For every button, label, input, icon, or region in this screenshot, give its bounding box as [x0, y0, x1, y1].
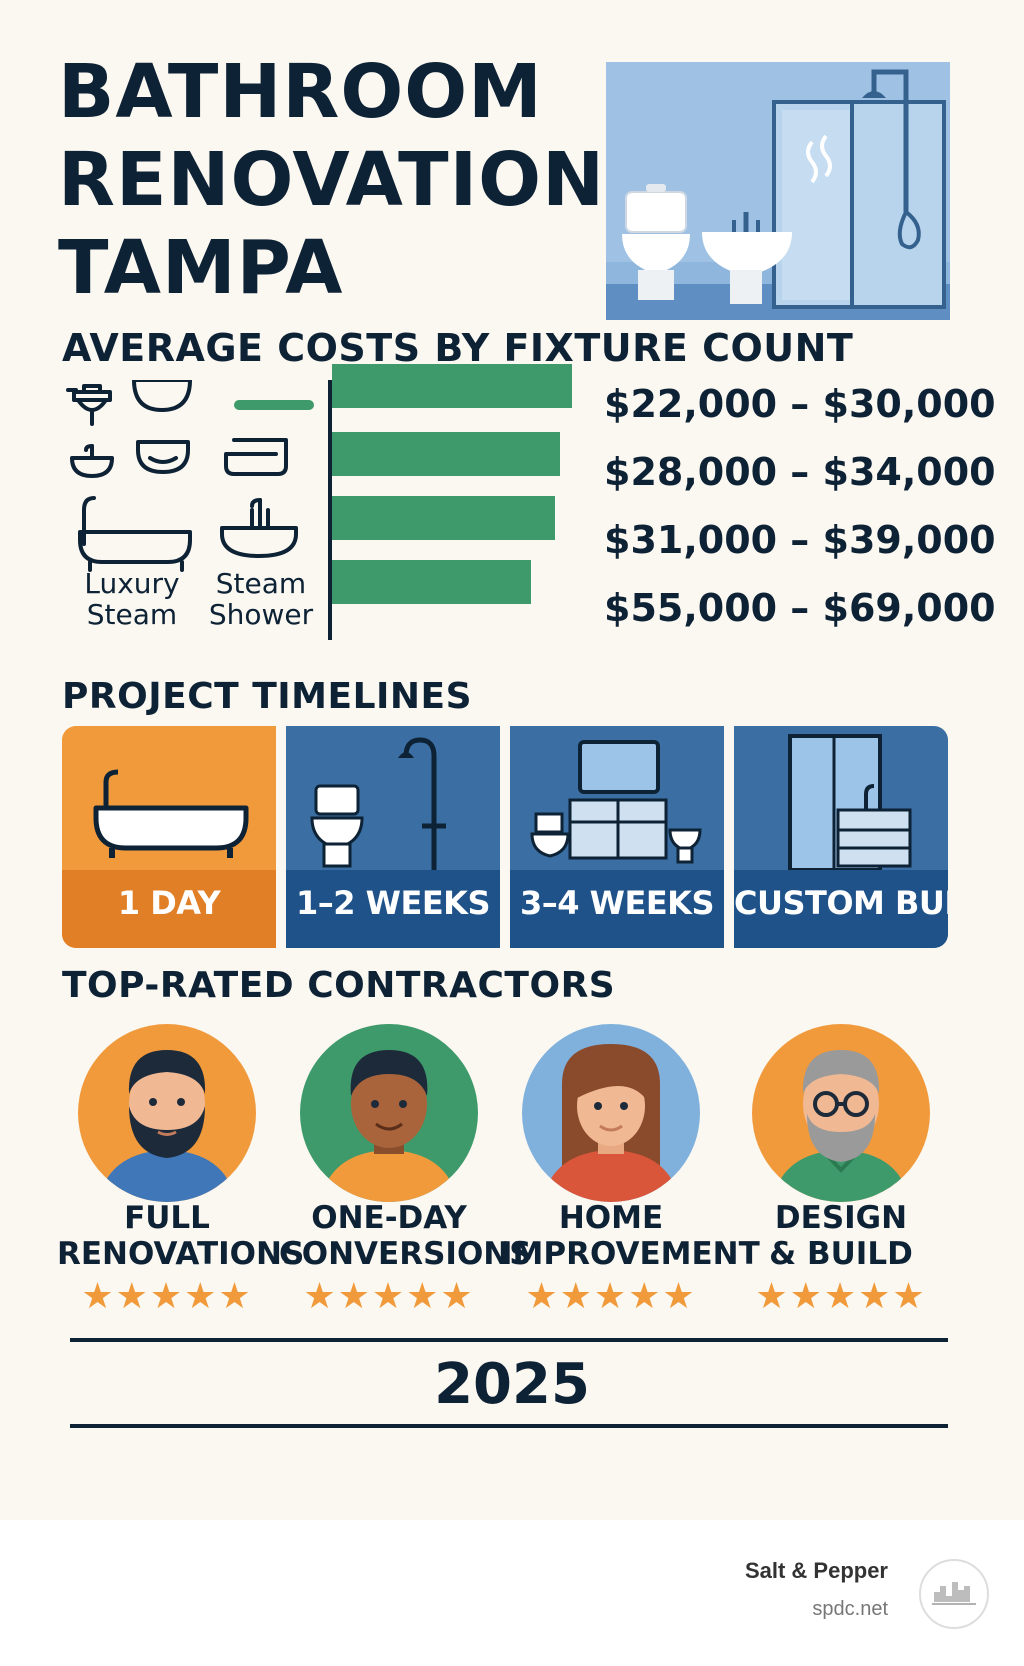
older-man-glasses-icon [772, 1050, 910, 1202]
contractor-label-text: FULL RENOVATIONS [57, 1200, 305, 1272]
bowl-icon [132, 380, 192, 412]
star-rating: ★★★★★ [303, 1276, 475, 1317]
bathtub-icon [78, 496, 192, 572]
woman-icon [542, 1044, 680, 1202]
costs-heading: AVERAGE COSTS BY FIXTURE COUNT [62, 326, 854, 370]
fixture-label-steam: Steam Shower [208, 567, 314, 631]
timeline-card-1-day: 1 DAY [62, 726, 276, 948]
divider-bottom [70, 1424, 948, 1428]
avatar [522, 1024, 700, 1202]
timeline-label: 3–4 WEEKS [519, 884, 715, 922]
basin-icon [136, 440, 190, 474]
title-line-2: RENOVATION [58, 137, 606, 223]
cost-range-label: $55,000 – $69,000 [604, 586, 996, 630]
sink-icon-2 [70, 444, 114, 478]
contractor-label-text: DESIGN & BUILD [769, 1200, 913, 1272]
cost-bar [332, 496, 555, 540]
vanity-icon [530, 740, 702, 864]
brand-name[interactable]: Salt & Pepper [744, 1558, 888, 1583]
avatar [300, 1024, 478, 1202]
contractor-label-text: ONE-DAY CONVERSIONS [279, 1200, 532, 1272]
star-rating: ★★★★★ [81, 1276, 253, 1317]
page-title: BATHROOM RENOVATION TAMPA [58, 48, 606, 312]
year-label: 2025 [434, 1352, 590, 1417]
contractor-label-text: HOME IMPROVEMENT [501, 1200, 760, 1272]
cost-range-label: $28,000 – $34,000 [604, 450, 996, 494]
star-rating: ★★★★★ [755, 1276, 927, 1317]
timeline-label: 1 DAY [117, 884, 221, 922]
contractor-label-design-build: DESIGN & BUILD [731, 1200, 951, 1272]
bar-axis [328, 380, 332, 640]
contractors-heading: TOP-RATED CONTRACTORS [62, 965, 616, 1006]
cost-bar [332, 560, 531, 604]
timelines-heading: PROJECT TIMELINES [62, 676, 473, 717]
avatar [78, 1024, 256, 1202]
tub-small-icon [224, 438, 288, 476]
cost-bar [332, 364, 572, 408]
cost-range-label: $31,000 – $39,000 [604, 518, 996, 562]
title-line-3: TAMPA [58, 225, 344, 311]
toilet-shower-icon [310, 737, 446, 870]
contractor-label-home-improvement: HOME IMPROVEMENT [501, 1200, 760, 1272]
contractor-label-one-day-conversions: ONE-DAY CONVERSIONS [279, 1200, 532, 1272]
timeline-card-1-2-weeks: 1–2 WEEKS [286, 726, 500, 948]
smiling-man-icon [320, 1050, 458, 1202]
site-link[interactable]: spdc.net [812, 1598, 888, 1620]
avatar [752, 1024, 930, 1202]
footer: Salt & Pepper spdc.net [0, 1520, 1024, 1666]
bathroom-illustration-icon [606, 62, 950, 320]
divider-top [70, 1338, 948, 1342]
fixture-label-luxury: Luxury Steam [84, 567, 180, 631]
star-rating: ★★★★★ [525, 1276, 697, 1317]
bathtub-icon [93, 769, 249, 858]
fixture-icons [66, 380, 298, 572]
cost-range-label: $22,000 – $30,000 [604, 382, 996, 426]
timeline-card-3-4-weeks: 3–4 WEEKS [510, 726, 724, 948]
sink-faucet-icon [220, 498, 298, 558]
custom-shower-icon [788, 734, 912, 870]
timeline-card-custom-build: CUSTOM BUILD [734, 726, 948, 948]
title-line-1: BATHROOM [58, 49, 543, 135]
contractor-label-full-renovations: FULL RENOVATIONS [57, 1200, 304, 1272]
bearded-man-icon [98, 1050, 236, 1202]
timeline-label: CUSTOM BUILD [734, 884, 948, 922]
timeline-label: 1–2 WEEKS [295, 884, 491, 922]
legend-dash [234, 400, 314, 410]
cost-bar [332, 432, 560, 476]
sink-icon [66, 384, 112, 426]
brand-logo-icon [919, 1559, 989, 1629]
